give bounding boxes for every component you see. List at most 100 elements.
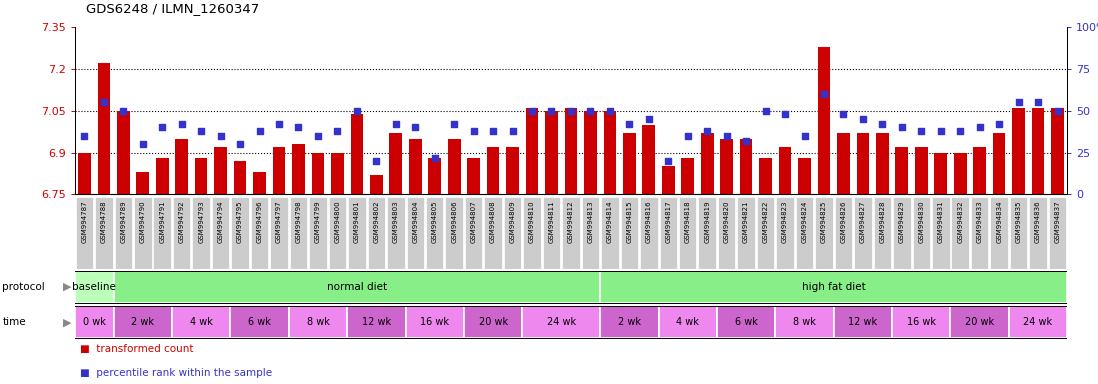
Bar <box>75 306 113 338</box>
Bar <box>484 197 502 269</box>
Text: GSM994836: GSM994836 <box>1035 200 1041 243</box>
Point <box>348 108 366 114</box>
Text: GSM994821: GSM994821 <box>743 200 749 243</box>
Bar <box>312 152 324 194</box>
Point <box>738 138 755 144</box>
Bar <box>192 197 210 269</box>
Text: 2 wk: 2 wk <box>132 317 155 327</box>
Text: 6 wk: 6 wk <box>735 317 758 327</box>
Bar <box>270 197 288 269</box>
Text: GSM994809: GSM994809 <box>509 200 516 243</box>
Bar <box>254 172 266 194</box>
Bar <box>113 306 172 338</box>
Text: 16 wk: 16 wk <box>907 317 935 327</box>
Text: protocol: protocol <box>2 282 45 292</box>
Text: GSM994822: GSM994822 <box>763 200 769 243</box>
Text: GSM994806: GSM994806 <box>451 200 457 243</box>
Bar <box>856 133 870 194</box>
Text: 12 wk: 12 wk <box>361 317 391 327</box>
Bar <box>504 197 522 269</box>
Text: GSM994818: GSM994818 <box>685 200 691 243</box>
Text: GSM994830: GSM994830 <box>918 200 925 243</box>
Bar <box>662 167 674 194</box>
Bar <box>348 197 366 269</box>
Bar <box>582 197 600 269</box>
Bar <box>952 197 968 269</box>
Bar <box>134 197 152 269</box>
Text: GSM994790: GSM994790 <box>139 200 146 243</box>
Point <box>1049 108 1066 114</box>
Bar <box>524 197 541 269</box>
Text: GSM994799: GSM994799 <box>315 200 321 243</box>
Text: GSM994805: GSM994805 <box>432 200 438 243</box>
Bar <box>679 197 696 269</box>
Bar <box>523 306 601 338</box>
Point <box>270 121 288 127</box>
Bar <box>720 139 733 194</box>
Bar <box>350 114 363 194</box>
Bar <box>212 197 229 269</box>
Text: GSM994797: GSM994797 <box>276 200 282 243</box>
Text: GSM994829: GSM994829 <box>899 200 905 243</box>
Point <box>582 108 600 114</box>
Point <box>290 124 307 131</box>
Text: GSM994794: GSM994794 <box>217 200 224 243</box>
Text: GSM994800: GSM994800 <box>335 200 340 243</box>
Bar <box>98 63 110 194</box>
Point <box>757 108 774 114</box>
Point <box>484 128 502 134</box>
Bar <box>740 139 752 194</box>
Point <box>406 124 424 131</box>
Bar <box>290 197 307 269</box>
Text: 16 wk: 16 wk <box>421 317 449 327</box>
Bar <box>408 139 422 194</box>
Bar <box>76 197 93 269</box>
Bar <box>446 197 463 269</box>
Bar <box>932 197 950 269</box>
Text: ▶: ▶ <box>63 317 71 327</box>
Point <box>718 133 736 139</box>
Text: GSM994808: GSM994808 <box>490 200 496 243</box>
Text: ■  percentile rank within the sample: ■ percentile rank within the sample <box>80 368 272 378</box>
Point <box>679 133 696 139</box>
Point <box>134 141 152 147</box>
Text: GSM994814: GSM994814 <box>607 200 613 243</box>
Text: GSM994791: GSM994791 <box>159 200 165 243</box>
Text: GSM994795: GSM994795 <box>237 200 243 243</box>
Bar <box>912 197 930 269</box>
Text: ■  transformed count: ■ transformed count <box>80 344 193 354</box>
Bar <box>426 197 444 269</box>
Point <box>368 158 385 164</box>
Point <box>815 91 832 97</box>
Bar <box>954 152 966 194</box>
Bar <box>701 133 714 194</box>
Text: high fat diet: high fat diet <box>802 282 865 292</box>
Bar <box>332 152 344 194</box>
Bar <box>370 175 383 194</box>
Bar <box>915 147 928 194</box>
Bar <box>176 139 188 194</box>
Bar <box>562 197 580 269</box>
Text: 12 wk: 12 wk <box>849 317 877 327</box>
Point <box>76 133 93 139</box>
Bar <box>347 306 405 338</box>
Bar <box>584 111 596 194</box>
Text: 24 wk: 24 wk <box>1023 317 1053 327</box>
Text: GSM994813: GSM994813 <box>587 200 593 243</box>
Bar <box>486 147 500 194</box>
Bar <box>1029 197 1046 269</box>
Bar <box>172 306 231 338</box>
Text: GSM994833: GSM994833 <box>977 200 983 243</box>
Bar <box>406 197 424 269</box>
Bar <box>834 197 852 269</box>
Text: 6 wk: 6 wk <box>248 317 271 327</box>
Bar <box>934 152 948 194</box>
Bar <box>798 158 810 194</box>
Point <box>660 158 677 164</box>
Point <box>1010 99 1028 106</box>
Bar <box>833 306 892 338</box>
Point <box>854 116 872 122</box>
Text: 4 wk: 4 wk <box>190 317 213 327</box>
Text: GSM994820: GSM994820 <box>724 200 730 243</box>
Bar <box>546 111 558 194</box>
